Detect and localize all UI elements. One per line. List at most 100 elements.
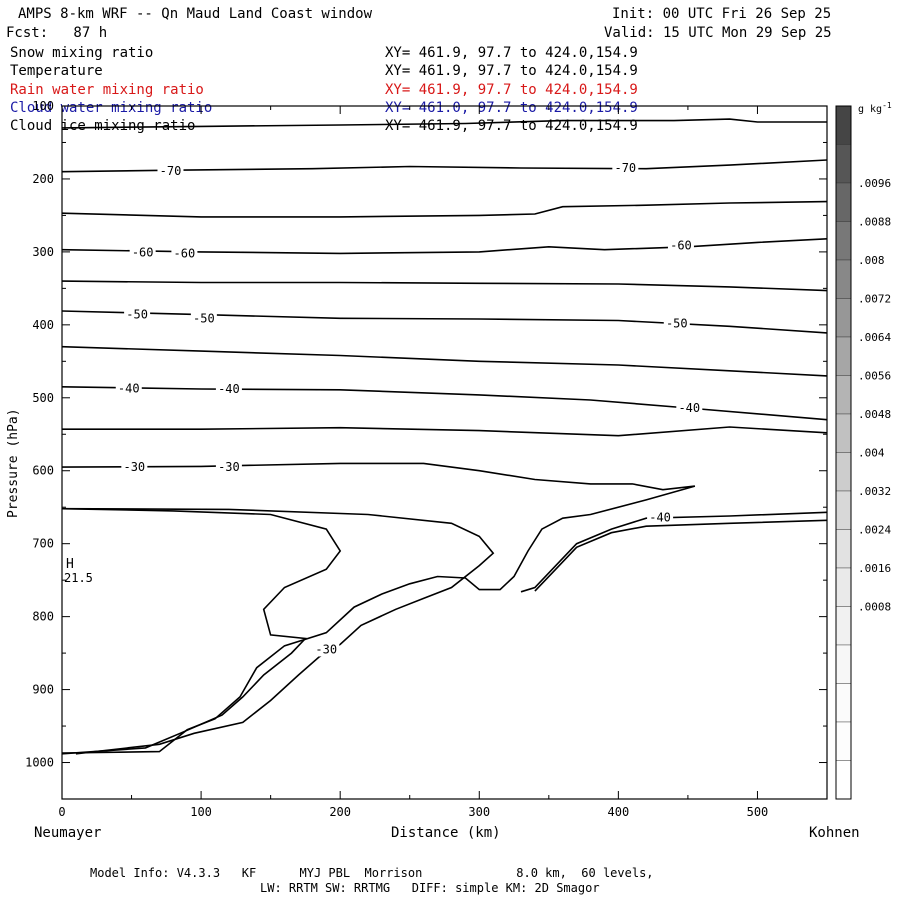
contour-line	[61, 310, 828, 334]
contour-line	[61, 462, 696, 754]
contour-label-bg	[171, 246, 198, 261]
colorbar-bin	[835, 144, 852, 184]
y-tick-label: 800	[32, 610, 54, 624]
contour-label-bg	[215, 382, 242, 397]
plot-frame	[61, 105, 828, 800]
x-tick-label: 200	[329, 805, 351, 819]
contour-label: -40	[678, 401, 700, 415]
y-tick-label: 500	[32, 391, 54, 405]
colorbar-bin	[835, 452, 852, 492]
contour-line	[61, 386, 828, 421]
colorbar-bin	[835, 644, 852, 684]
contour-label: -70	[614, 161, 636, 175]
colorbar-bin	[835, 567, 852, 607]
field-temperature-name: Temperature	[10, 63, 103, 79]
colorbar-label: .0016	[858, 562, 891, 575]
colorbar-label: .0048	[858, 408, 891, 421]
colorbar-bin	[835, 375, 852, 415]
contour-label-bg	[667, 238, 694, 253]
y-tick-label: 200	[32, 172, 54, 186]
y-tick-label: 400	[32, 318, 54, 332]
colorbar-unit-base: g kg	[858, 104, 882, 115]
y-tick-label: 300	[32, 245, 54, 259]
footer-model-info: Model Info: V4.3.3 KF MYJ PBL Morrison 8…	[90, 866, 654, 880]
temperature-contours: -70 -70 -60 -60 -60 -50 -50 -50 -40 -40 -40 -30 -30 -…	[61, 118, 828, 755]
colorbar-label: .0024	[858, 524, 891, 537]
contour-label-bg	[215, 460, 242, 475]
colorbar-bin	[835, 182, 852, 222]
colorbar-bin	[835, 336, 852, 376]
colorbar-bin	[835, 259, 852, 299]
x-tick-label: 100	[190, 805, 212, 819]
valid-time: Valid: 15 UTC Mon 29 Sep 25	[604, 25, 832, 41]
chart-title: AMPS 8-km WRF -- Qn Maud Land Coast wind…	[18, 6, 373, 22]
contour-label: -60	[132, 246, 154, 260]
field-cloudwater-xy: XY= 461.0, 97.7 to 424.0,154.9	[385, 100, 638, 116]
high-marker-symbol: H	[66, 557, 74, 572]
field-rain-name: Rain water mixing ratio	[10, 82, 204, 98]
field-temperature-xy: XY= 461.9, 97.7 to 424.0,154.9	[385, 63, 638, 79]
contour-label-bg	[124, 307, 151, 322]
colorbar-unit-exponent: -1	[882, 101, 892, 110]
colorbar-label: .0096	[858, 177, 891, 190]
contour-line	[61, 238, 828, 255]
contour-label: -40	[218, 382, 240, 396]
contour-line	[62, 426, 828, 437]
contour-label: -60	[174, 246, 196, 260]
field-snow-xy: XY= 461.9, 97.7 to 424.0,154.9	[385, 45, 638, 61]
contour-label-bg	[612, 161, 639, 176]
colorbar-bin	[835, 760, 852, 800]
field-rain-xy: XY= 461.9, 97.7 to 424.0,154.9	[385, 82, 638, 98]
colorbar-label: .0064	[858, 331, 891, 344]
contour-label: -40	[118, 381, 140, 395]
colorbar-bin	[835, 413, 852, 453]
contour-line	[61, 159, 828, 173]
colorbar-label: .0088	[858, 216, 891, 229]
contour-label: -70	[160, 164, 182, 178]
top-contour-line	[61, 118, 827, 129]
y-tick-label: 700	[32, 537, 54, 551]
contour-line	[534, 519, 828, 592]
contour-line	[61, 507, 495, 755]
x-tick-label: 300	[468, 805, 490, 819]
high-marker-value: 21.5	[64, 571, 93, 585]
contour-label-bg	[676, 401, 703, 416]
contour-label: -30	[315, 642, 337, 656]
axes: 100 200 300 400 500 600 700 800 900 1000 0 100 200 30…	[25, 99, 827, 819]
contour-label-bg	[129, 245, 156, 260]
colorbar-label: .008	[858, 254, 885, 267]
colorbar: .0096 .0088 .008 .0072 .0064 .0056 .0048 .004 .0…	[835, 105, 891, 800]
contour-label: -30	[218, 460, 240, 474]
contour-label: -60	[670, 238, 692, 252]
y-tick-label: 1000	[25, 756, 54, 770]
contour-label: -40	[649, 510, 671, 524]
contour-label: -50	[666, 316, 688, 330]
y-tick-label: 600	[32, 464, 54, 478]
contour-line	[61, 200, 828, 218]
colorbar-label: .0072	[858, 293, 891, 306]
forecast-hour: Fcst: 87 h	[6, 25, 108, 41]
colorbar-bin	[835, 683, 852, 723]
contour-label-bg	[647, 510, 674, 525]
contour-line	[520, 511, 828, 593]
colorbar-bin	[835, 529, 852, 569]
contour-label: -50	[193, 311, 215, 325]
colorbar-bin	[835, 221, 852, 261]
contour-label-bg	[121, 460, 148, 475]
contour-line	[61, 345, 828, 377]
x-tick-label: 0	[58, 805, 65, 819]
colorbar-label: .004	[858, 447, 885, 460]
x-tick-label: 400	[608, 805, 630, 819]
contour-label-bg	[190, 311, 217, 326]
colorbar-bin	[835, 606, 852, 646]
colorbar-frame	[835, 105, 852, 800]
init-time: Init: 00 UTC Fri 26 Sep 25	[612, 6, 832, 22]
colorbar-label: .0008	[858, 601, 891, 614]
field-snow-name: Snow mixing ratio	[10, 45, 154, 61]
left-endpoint-label: Neumayer	[34, 825, 101, 841]
contour-label-bg	[313, 642, 340, 657]
contour-label-bg	[157, 163, 184, 178]
x-tick-label: 500	[747, 805, 769, 819]
contour-label-bg	[115, 381, 142, 396]
y-axis-title: Pressure (hPa)	[6, 408, 21, 518]
